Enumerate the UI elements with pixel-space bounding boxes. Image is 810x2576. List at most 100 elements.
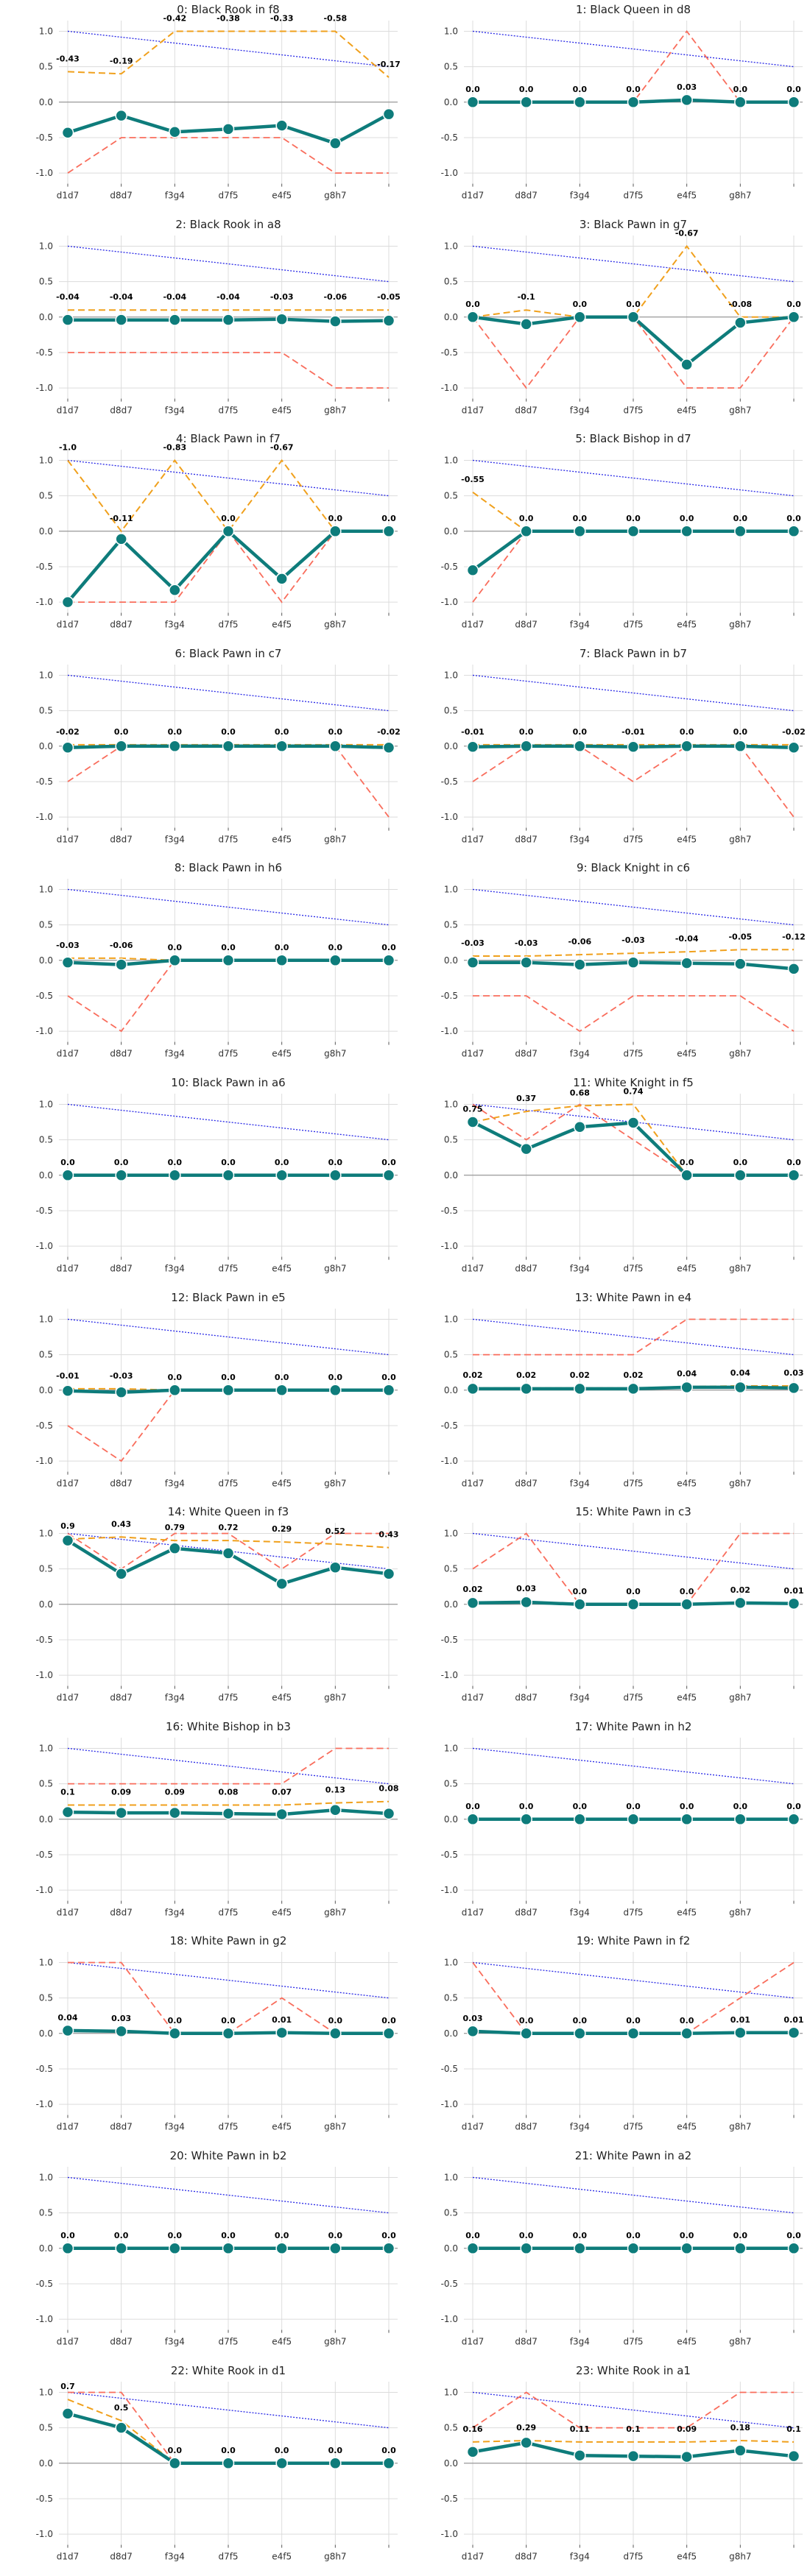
red-series-line [68,351,389,389]
main-series-point [734,2242,747,2255]
main-series-point [169,1384,181,1396]
y-tick-label: -1.0 [36,812,53,822]
y-tick-label: 0.0 [39,1170,53,1181]
x-tick-label: e4f5 [677,1478,697,1488]
x-tick-label: d8d7 [110,1693,132,1703]
x-tick-label: d7f5 [218,2122,238,2132]
data-label: 0.13 [325,1785,345,1794]
data-label: 0.0 [221,2445,236,2455]
x-tick-label: d8d7 [110,2122,132,2132]
x-tick-label: d7f5 [623,2337,643,2347]
data-label: 0.0 [114,727,129,737]
panel-title: 20: White Pawn in b2 [170,2149,287,2162]
reference-line [67,1747,390,1785]
main-series-point [574,525,586,538]
main-series-point [466,2242,479,2255]
main-series-point [275,2457,288,2469]
main-series-point [627,1813,640,1825]
panel-title: 17: White Pawn in h2 [575,1720,692,1733]
y-tick-label: 1.0 [39,670,53,680]
data-label: 0.04 [57,2013,77,2023]
reference-line [67,1318,390,1355]
x-tick-label: d1d7 [57,1693,79,1703]
x-tick-label: g8h7 [729,834,751,844]
x-tick-label: d7f5 [623,834,643,844]
y-tick-label: 0.0 [444,2028,458,2039]
main-series-point [222,740,235,752]
x-tick-label: e4f5 [677,1049,697,1059]
data-label: -0.01 [461,727,485,737]
data-label: 0.02 [516,1370,536,1380]
panel-title: 0: Black Rook in f8 [177,3,279,16]
main-series-point [627,2027,640,2040]
data-label: -0.83 [163,443,186,453]
data-label: 0.0 [381,2231,396,2240]
x-tick-label: d7f5 [623,1907,643,1917]
data-label: 0.43 [111,1519,131,1529]
x-tick-label: e4f5 [272,2337,292,2347]
main-series-point [115,313,127,326]
main-series-point [627,311,640,323]
main-series-point [627,956,640,969]
reference-line [472,1747,795,1785]
data-label: 0.1 [60,1787,74,1797]
orange-series-line [68,1800,390,1806]
main-series-point [115,1169,127,1182]
reference-line [472,30,795,68]
data-label: -0.04 [56,292,80,302]
data-label: -0.58 [323,13,347,23]
y-tick-label: 0.5 [444,705,458,715]
data-label: 0.0 [275,2231,289,2240]
y-tick-label: 0.5 [39,1778,53,1788]
data-label: 0.52 [325,1526,345,1536]
y-tick-label: 1.0 [39,2172,53,2182]
y-tick-label: 0.0 [39,1384,53,1395]
main-series-point [787,2449,800,2463]
x-tick-label: g8h7 [729,1907,751,1917]
main-series-point [169,1806,181,1819]
y-tick-label: -0.5 [36,2064,53,2074]
data-label: 0.0 [626,299,641,308]
main-series-point [275,313,288,325]
panel-title: 11: White Knight in f5 [573,1076,694,1089]
x-tick-label: d1d7 [462,191,484,201]
main-series-point [734,1169,747,1182]
data-label: -0.17 [377,60,401,69]
y-tick-label: -0.5 [36,1206,53,1216]
main-series-point [275,1808,288,1821]
x-tick-label: d8d7 [110,1264,132,1274]
panel-title: 23: White Rook in a1 [576,2364,691,2377]
x-tick-label: d8d7 [515,2122,537,2132]
y-tick-label: -1.0 [441,1456,458,1466]
y-tick-label: -0.5 [441,132,458,143]
data-label: 0.0 [381,2445,396,2455]
x-tick-label: d7f5 [218,2337,238,2347]
x-tick-label: d7f5 [218,1264,238,1274]
chart-panel: 15: White Pawn in c3 1.0 0.5 0.0 -0.5 -1.0 d1d… [441,1505,804,1703]
main-series-point [222,1169,235,1182]
x-tick-label: d1d7 [462,1907,484,1917]
y-tick-label: -0.5 [36,1635,53,1645]
y-tick-label: 1.0 [444,2172,458,2182]
main-series-point [680,93,693,107]
main-series-point [627,1598,640,1611]
data-label: 0.0 [573,1802,588,1811]
main-series-point [734,2026,747,2039]
main-series-point [520,317,532,330]
data-label: 0.0 [328,514,343,523]
data-label: 0.0 [168,1158,183,1167]
main-series-point [574,2242,586,2255]
data-label: 0.5 [114,2403,128,2413]
data-label: 0.0 [573,1587,588,1596]
chart-panel: 6: Black Pawn in c7 1.0 0.5 0.0 -0.5 -1.0 d1d7… [36,647,401,845]
main-series-point [115,2025,127,2038]
panel-title: 1: Black Queen in d8 [576,3,691,16]
data-label: 0.0 [221,943,236,952]
x-tick-label: d8d7 [515,1478,537,1488]
data-label: -0.02 [56,727,80,737]
y-tick-label: -0.5 [36,1850,53,1860]
main-series-point [627,2449,640,2463]
data-label: 0.0 [168,2016,183,2025]
x-tick-label: d7f5 [218,1049,238,1059]
data-label: -0.05 [377,292,401,302]
